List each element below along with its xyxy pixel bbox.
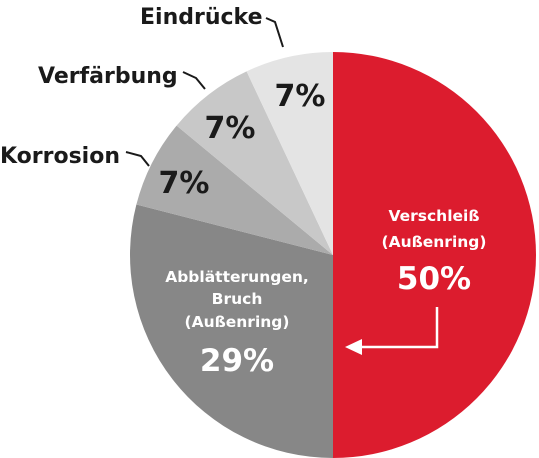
pie-slices — [130, 52, 536, 458]
pie-slice — [136, 125, 333, 255]
slice-value-label: 7% — [205, 111, 256, 146]
slice-label: Abblätterungen, — [165, 268, 309, 286]
pie-slice — [130, 204, 333, 458]
pointer-arrowhead — [345, 339, 362, 355]
slice-label: (Außenring) — [382, 233, 487, 251]
slice-label: Verfärbung — [38, 64, 178, 89]
leader-lines — [125, 17, 439, 355]
slice-label: Verschleiß — [388, 207, 479, 225]
pie-slice — [333, 52, 536, 458]
leader-line — [125, 151, 150, 167]
slice-label: Eindrücke — [140, 5, 263, 30]
slice-label: Bruch — [212, 290, 263, 308]
slice-label: Korrosion — [0, 144, 120, 169]
pie-slice — [246, 52, 333, 255]
leader-line — [182, 71, 206, 90]
slice-value-label: 7% — [275, 79, 326, 114]
pointer-arrow-line — [360, 307, 439, 349]
slice-value-label: 7% — [159, 166, 210, 201]
leader-line — [265, 17, 284, 48]
slice-value-label: 50% — [397, 261, 471, 297]
slice-labels: Verschleiß (Außenring) 50% Abblätterungen, B… — [0, 5, 486, 379]
pie-slice — [176, 71, 333, 255]
slice-label: (Außenring) — [185, 313, 290, 331]
slice-value-label: 29% — [200, 343, 274, 379]
